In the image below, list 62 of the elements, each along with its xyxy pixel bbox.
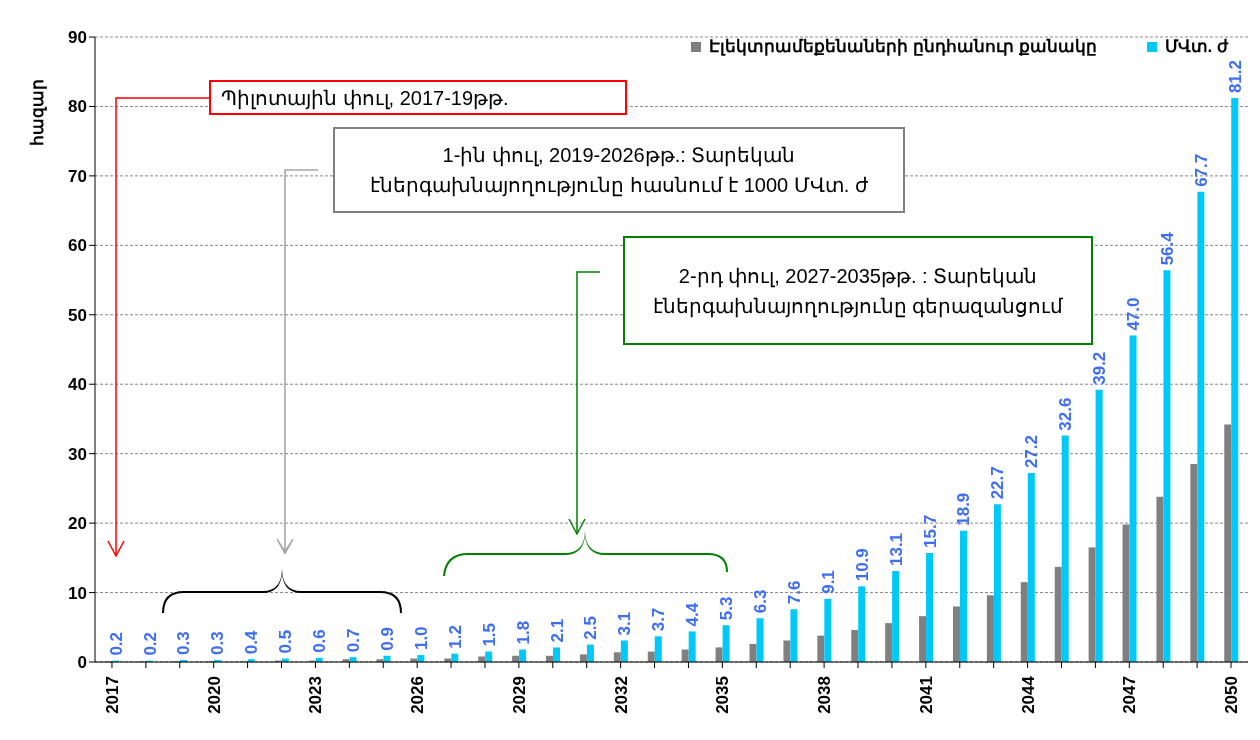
y-tick-label: 0 [77, 653, 87, 673]
x-tick-label: 2032 [611, 676, 631, 714]
y-tick-label: 40 [68, 375, 87, 395]
callout-box: 1-ին փուլ, 2019-2026թթ.: Տարեկան էներգախնայողությունը հասնում է 1000 ՄՎտ. ժ [333, 127, 905, 213]
y-tick-label: 90 [68, 28, 87, 48]
y-tick-label: 10 [68, 583, 87, 603]
callout-box: Պիլոտային փուլ, 2017-19թթ. [209, 80, 627, 115]
data-label: 0.7 [344, 628, 364, 653]
data-label: 10.9 [852, 548, 872, 582]
callout-box: 2-րդ փուլ, 2027-2035թթ. : Տարեկան էներգախնայողությունը գերազանցում [623, 236, 1093, 345]
data-label: 15.7 [920, 514, 940, 548]
y-tick-label: 60 [68, 236, 87, 256]
data-label: 0.4 [242, 630, 262, 655]
y-tick-label: 20 [68, 514, 87, 534]
legend-label: Էլեկտրամեքենաների ընդհանուր քանակը [709, 36, 1097, 57]
y-axis-title: հազար [28, 78, 48, 146]
data-label: 7.6 [784, 580, 804, 605]
data-label: 4.4 [683, 602, 703, 627]
y-tick-label: 70 [68, 166, 87, 186]
x-tick-label: 2029 [509, 676, 529, 714]
data-label: 0.5 [276, 629, 296, 654]
x-tick-label: 2020 [204, 676, 224, 714]
x-tick-label: 2026 [408, 676, 428, 714]
y-tick-label: 30 [68, 444, 87, 464]
data-label: 2.5 [581, 616, 601, 640]
data-label: 5.3 [717, 596, 737, 621]
data-label: 0.3 [208, 631, 228, 655]
data-label: 0.6 [310, 629, 330, 653]
x-tick-label: 2035 [713, 676, 733, 714]
data-label: 32.6 [1056, 397, 1076, 431]
data-label: 18.9 [954, 492, 974, 526]
data-label: 0.2 [106, 631, 126, 656]
data-label: 0.9 [377, 627, 397, 651]
data-label: 27.2 [1022, 435, 1042, 469]
y-tick-label: 50 [68, 305, 87, 325]
x-tick-label: 2044 [1018, 675, 1038, 714]
legend-label: ՄՎտ. ժ [1164, 36, 1228, 57]
data-label: 6.3 [751, 589, 770, 614]
data-label: 1.8 [513, 620, 533, 645]
data-label: 13.1 [886, 532, 906, 567]
data-label: 22.7 [988, 466, 1008, 500]
data-label: 2.1 [547, 618, 567, 643]
data-label: 3.1 [615, 611, 635, 636]
x-tick-label: 2017 [102, 676, 122, 714]
x-tick-label: 2041 [916, 676, 936, 714]
data-label: 39.2 [1090, 351, 1110, 385]
data-label: 3.7 [649, 607, 669, 632]
x-tick-label: 2023 [306, 676, 326, 714]
x-tick-label: 2047 [1120, 676, 1140, 714]
data-label: 0.3 [174, 631, 194, 655]
data-label: 0.2 [140, 631, 160, 656]
x-tick-label: 2038 [815, 676, 835, 714]
data-label: 1.2 [445, 625, 465, 649]
data-label: 56.4 [1157, 231, 1177, 266]
x-tick-label: 2050 [1222, 676, 1242, 714]
data-label: 47.0 [1124, 297, 1144, 331]
data-label: 1.0 [411, 626, 431, 651]
data-label: 1.5 [479, 622, 499, 647]
data-label: 67.7 [1191, 153, 1211, 187]
data-label: 9.1 [818, 570, 838, 594]
y-tick-label: 80 [68, 97, 87, 117]
data-label: 81.2 [1225, 60, 1245, 94]
